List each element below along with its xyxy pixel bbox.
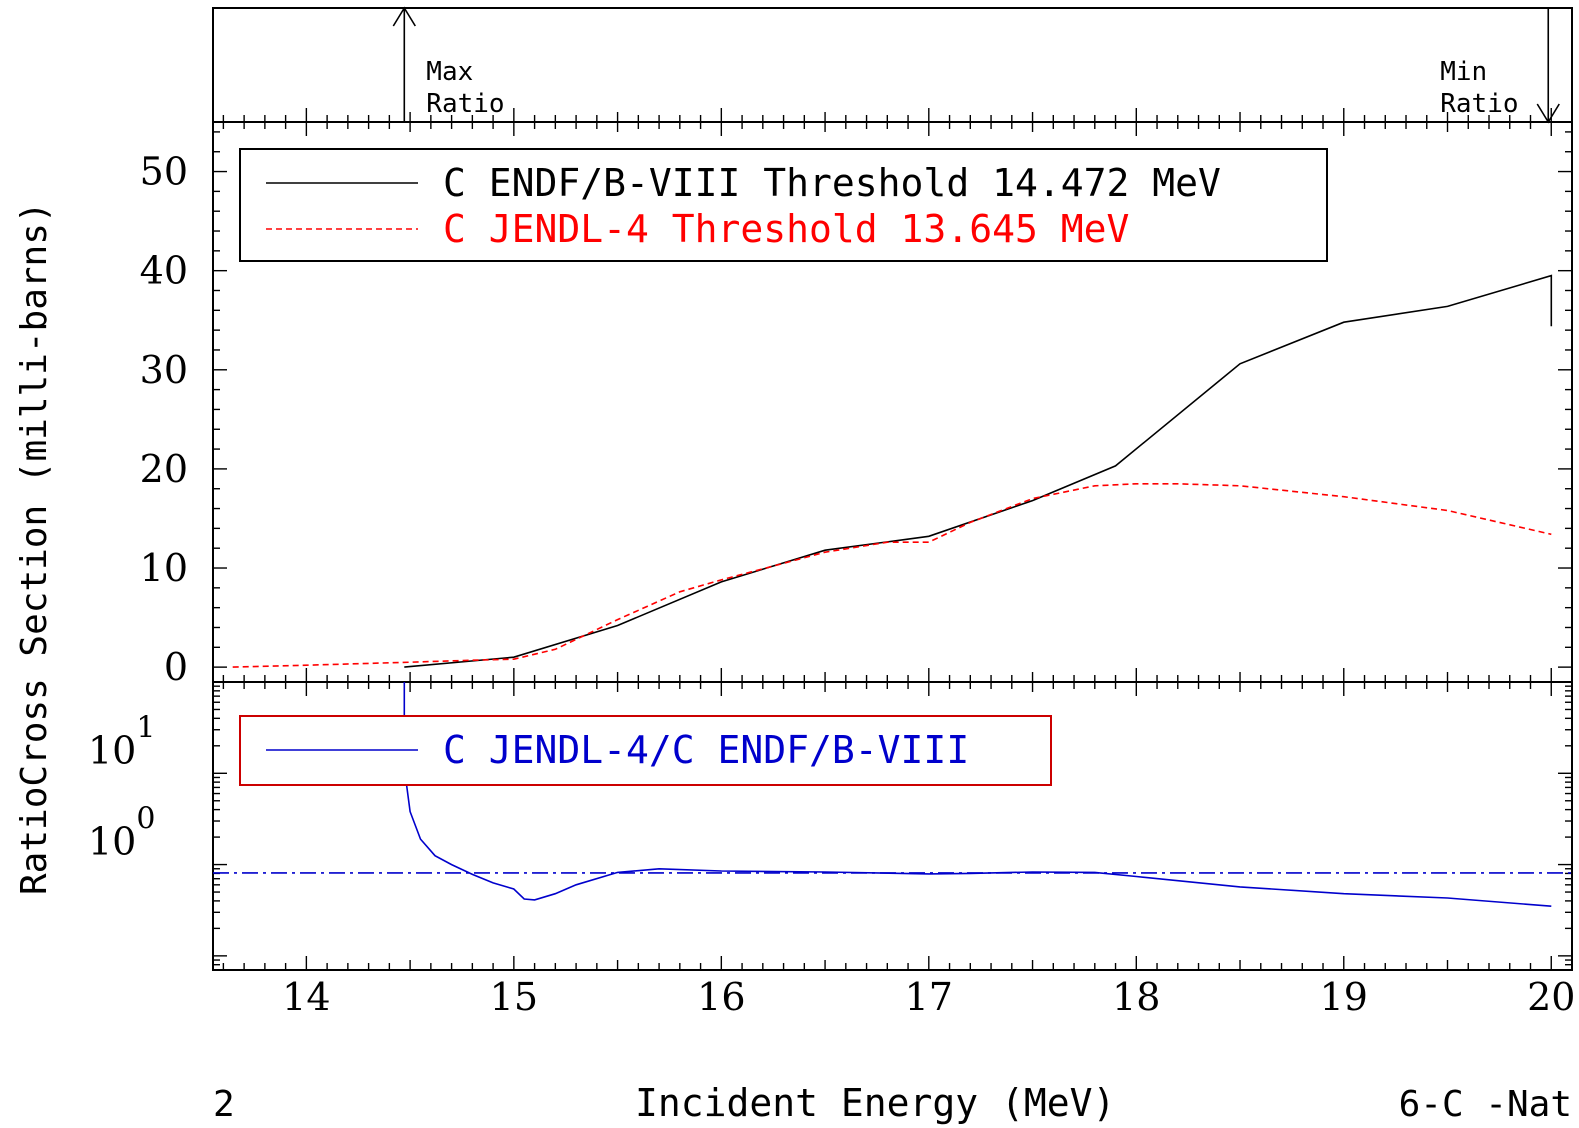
x-tick-label: 18 <box>1112 975 1160 1019</box>
y-tick-label: 50 <box>140 150 188 194</box>
legend-label-jendl: C JENDL-4 Threshold 13.645 MeV <box>443 207 1129 251</box>
y-tick-label: 100 <box>88 802 155 864</box>
axis-ticks <box>213 108 1572 971</box>
y-tick-label: 10 <box>140 546 188 590</box>
y-axis-label: RatioCross Section (milli-barns) <box>14 201 55 895</box>
y-tick-label: 0 <box>164 645 188 689</box>
min-ratio-label: Min <box>1440 57 1487 87</box>
top-panel-frame <box>212 7 1573 123</box>
y-tick-label-base: 10 <box>88 820 136 864</box>
max-ratio-label: Ratio <box>426 89 504 119</box>
max-ratio-arrowhead <box>392 6 416 27</box>
y-tick-label-base: 10 <box>88 728 136 772</box>
cross-section-legend: C ENDF/B-VIII Threshold 14.472 MeV C JEN… <box>239 148 1328 262</box>
max-ratio-label: Max <box>426 57 473 87</box>
ratio-panel-frame <box>212 681 1573 971</box>
min-ratio-label: Ratio <box>1440 89 1518 119</box>
ratio-legend: C JENDL-4/C ENDF/B-VIII <box>239 715 1052 786</box>
series-line <box>232 482 1552 668</box>
footer-left: 2 <box>213 1084 235 1125</box>
x-tick-label: 17 <box>905 975 953 1019</box>
x-tick-label: 20 <box>1527 975 1575 1019</box>
y-axis-label-cross-section: Cross Section (milli-barns) <box>14 201 55 786</box>
cross-section-y-tick-labels: 0 10 20 30 40 50 <box>140 150 188 690</box>
x-tick-label: 19 <box>1320 975 1368 1019</box>
y-tick-label: 101 <box>88 710 155 772</box>
y-tick-label: 40 <box>140 249 188 293</box>
y-tick-label-exponent: 0 <box>136 802 155 837</box>
x-tick-labels: 14 15 16 17 18 19 20 <box>282 975 1575 1019</box>
series-line <box>404 274 1553 668</box>
x-tick-label: 16 <box>697 975 745 1019</box>
cross-section-legend-box <box>239 148 1328 262</box>
y-tick-label: 20 <box>140 447 188 491</box>
x-tick-label: 15 <box>490 975 538 1019</box>
y-tick-label-exponent: 1 <box>136 710 155 745</box>
series-line <box>403 682 1552 907</box>
y-tick-label: 30 <box>140 348 188 392</box>
x-tick-label: 14 <box>282 975 330 1019</box>
min-ratio-arrowhead <box>1536 103 1560 124</box>
legend-label-endf: C ENDF/B-VIII Threshold 14.472 MeV <box>443 161 1221 205</box>
footer-right: 6-C -Nat <box>1399 1084 1572 1125</box>
cross-section-series <box>232 274 1553 668</box>
ratio-series <box>213 682 1572 907</box>
x-axis-label: Incident Energy (MeV) <box>635 1081 1115 1125</box>
legend-label-ratio: C JENDL-4/C ENDF/B-VIII <box>443 728 969 772</box>
y-axis-label-ratio: Ratio <box>14 787 55 895</box>
